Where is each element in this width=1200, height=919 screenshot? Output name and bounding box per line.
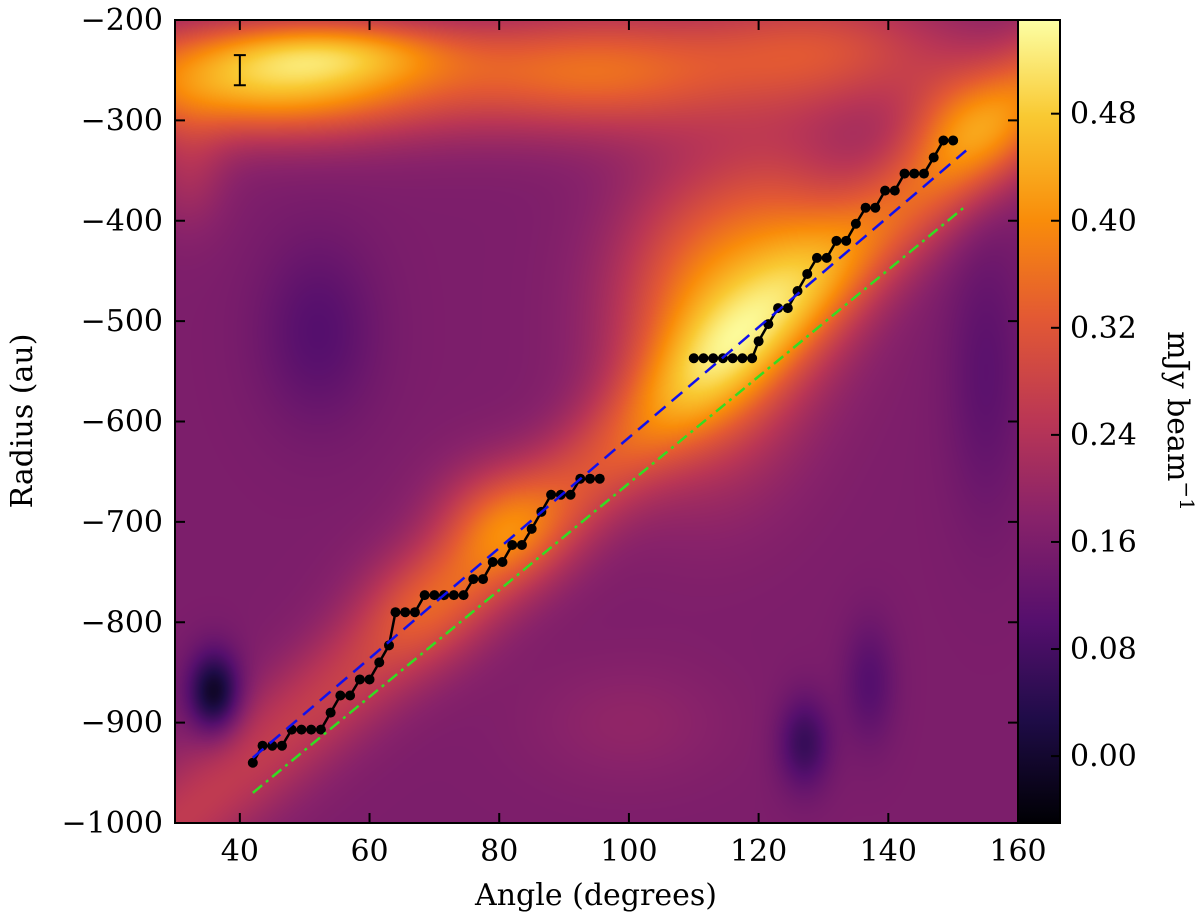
data-point: [850, 218, 861, 229]
colorbar-tick-label: 0.48: [1070, 97, 1137, 132]
data-point: [400, 607, 411, 618]
x-tick-label: 120: [730, 834, 787, 869]
data-point: [448, 590, 459, 601]
data-point: [296, 724, 307, 735]
data-point: [821, 252, 832, 263]
data-point: [880, 185, 891, 196]
data-point: [458, 590, 469, 601]
heatmap-canvas: [175, 20, 1018, 823]
data-point: [565, 489, 576, 500]
beam-marker: [233, 54, 246, 87]
y-tick-label: −800: [81, 605, 163, 640]
data-point: [546, 489, 557, 500]
data-point: [899, 168, 910, 179]
y-tick-label: −600: [81, 405, 163, 440]
data-point: [390, 607, 401, 618]
colorbar-tick-label: 0.40: [1070, 204, 1137, 239]
data-point: [841, 235, 852, 246]
colorbar-label-main: mJy beam: [1160, 331, 1195, 481]
data-point: [354, 674, 365, 685]
colorbar: [1017, 19, 1061, 824]
data-point: [419, 590, 430, 601]
data-point: [526, 523, 537, 534]
y-axis-label: Radius (au): [5, 334, 40, 509]
data-point: [802, 268, 813, 279]
data-point: [325, 707, 336, 718]
data-point: [487, 557, 498, 568]
y-tick-label: −200: [81, 3, 163, 38]
data-point: [938, 135, 949, 146]
y-tick-label: −500: [81, 304, 163, 339]
colorbar-tick-label: 0.08: [1070, 632, 1137, 667]
colorbar-tick-label: 0.00: [1070, 739, 1137, 774]
y-tick-label: −1000: [62, 806, 163, 841]
colorbar-label-superscript: −1: [1175, 481, 1199, 510]
colorbar-tick-label: 0.24: [1070, 418, 1137, 453]
data-point: [747, 353, 758, 364]
data-point: [860, 202, 871, 213]
y-tick-label: −400: [81, 204, 163, 239]
data-point: [811, 252, 822, 263]
data-point: [928, 152, 939, 163]
data-point: [688, 353, 699, 364]
x-tick-label: 140: [860, 834, 917, 869]
data-point: [516, 539, 527, 550]
x-tick-label: 40: [221, 834, 259, 869]
data-point: [708, 353, 719, 364]
data-point: [737, 353, 748, 364]
fit-line-dashdot: [252, 204, 967, 794]
x-axis-label: Angle (degrees): [474, 878, 717, 913]
colorbar-tick-label: 0.32: [1070, 311, 1137, 346]
y-tick-label: −300: [81, 103, 163, 138]
y-axis: −1000 −900 −800 −700 −600 −500 −400 −300 −200: [62, 3, 1018, 841]
data-point: [374, 657, 385, 668]
fit-line-dashed: [252, 149, 967, 759]
data-point: [585, 473, 596, 484]
series-layer: [247, 135, 967, 794]
x-tick-label: 100: [600, 834, 657, 869]
data-point: [247, 757, 258, 768]
data-point: [276, 740, 287, 751]
data-point: [257, 740, 268, 751]
data-point: [594, 473, 605, 484]
x-tick-label: 60: [350, 834, 388, 869]
data-point: [478, 574, 489, 585]
colorbar-label: mJy beam−1: [1160, 331, 1199, 511]
data-point: [782, 303, 793, 314]
data-point: [335, 690, 346, 701]
x-tick-label: 80: [480, 834, 518, 869]
colorbar-tick-label: 0.16: [1070, 525, 1137, 560]
data-point: [429, 590, 440, 601]
data-point: [909, 168, 920, 179]
data-point: [507, 539, 518, 550]
data-point: [727, 353, 738, 364]
data-point: [698, 353, 709, 364]
x-tick-label: 160: [989, 834, 1046, 869]
data-point: [468, 574, 479, 585]
data-point: [497, 557, 508, 568]
data-point: [889, 185, 900, 196]
data-point: [315, 724, 326, 735]
colorbar-axis: 0.00 0.08 0.16 0.24 0.32 0.40 0.48: [1051, 97, 1137, 774]
data-point: [870, 202, 881, 213]
data-point: [753, 336, 764, 347]
data-point: [773, 303, 784, 314]
data-point: [409, 607, 420, 618]
data-point: [948, 135, 959, 146]
data-point: [918, 168, 929, 179]
data-point: [831, 235, 842, 246]
data-point: [364, 674, 375, 685]
data-point: [345, 690, 356, 701]
data-point: [306, 724, 317, 735]
y-tick-label: −900: [81, 706, 163, 741]
y-tick-label: −700: [81, 505, 163, 540]
